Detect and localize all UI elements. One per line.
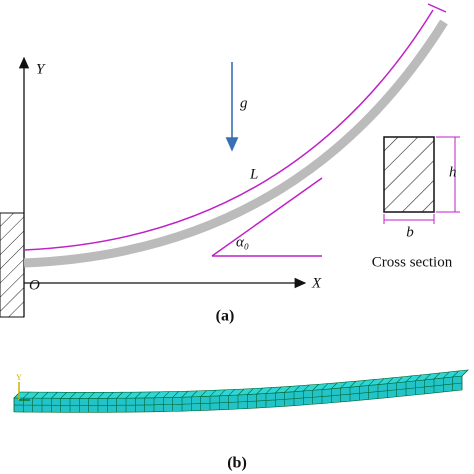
caption: (b)	[227, 455, 247, 472]
triad-label: Y	[16, 373, 22, 382]
mesh-lines	[13, 369, 469, 413]
caption: (a)	[216, 308, 235, 325]
cross-section-label: Cross section	[372, 254, 453, 270]
height-label: h	[449, 164, 457, 180]
beam	[23, 19, 448, 268]
wall	[0, 212, 25, 318]
cross-section	[383, 136, 435, 213]
origin-label: O	[29, 277, 40, 293]
width-label: b	[406, 224, 414, 240]
arc-tick	[427, 3, 447, 13]
x-axis-label: X	[311, 275, 322, 291]
tangent-line	[211, 177, 323, 257]
y-axis-label: Y	[36, 61, 46, 77]
length-label: L	[249, 166, 258, 182]
gravity-label: g	[240, 95, 248, 111]
length-arc	[23, 9, 434, 251]
angle-label: α₀	[236, 234, 249, 250]
figure-a: Y X O g L α₀ h b Cross section (a)	[0, 3, 460, 325]
figure-b: Y (b)	[13, 369, 469, 472]
